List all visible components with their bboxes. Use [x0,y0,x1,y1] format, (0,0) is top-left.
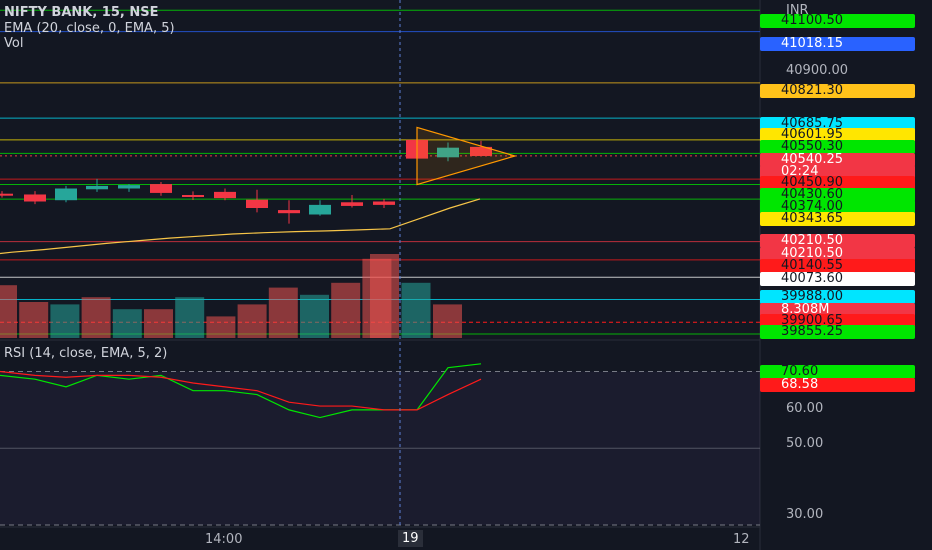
price-tag[interactable]: 40450.90 [760,176,915,190]
candle-body [182,195,204,197]
candle-body [86,185,108,190]
price-tag[interactable]: 40073.60 [760,272,915,286]
rsi-pane [0,363,760,526]
rsi-axis-label: 60.00 [786,401,824,416]
price-tag[interactable]: 40374.00 [760,200,915,214]
candle-body [0,193,13,196]
candle-body [341,202,363,206]
candle-body [309,204,331,215]
price-tag[interactable]: 40601.95 [760,128,915,142]
price-tag[interactable]: 02:24 [760,165,915,179]
volume-bar [19,302,49,338]
candle-body [24,194,46,202]
candle-body [118,185,140,189]
volume-bar [206,316,236,338]
price-axis-label: 40900.00 [786,63,849,78]
volume-bar [331,282,361,338]
rsi-axis-label: 30.00 [786,507,824,522]
price-tag[interactable]: 40210.50 [760,247,915,261]
price-tag[interactable]: 39855.25 [760,325,915,339]
price-tag[interactable]: 8.308M [760,303,915,317]
price-tag[interactable]: 39900.65 [760,314,915,328]
volume-bars [0,254,462,338]
volume-bar [112,309,142,338]
price-tag[interactable]: 39988.00 [760,290,915,304]
candle-body [214,191,236,199]
ema-line [0,198,481,255]
vol-legend[interactable]: Vol [4,36,24,51]
candle-body [278,210,300,214]
volume-bar [300,294,329,338]
triangle-drawing [416,126,518,186]
symbol-title: NIFTY BANK, 15, NSE [4,5,159,20]
rsi-legend[interactable]: RSI (14, close, EMA, 5, 2) [4,346,168,361]
symbol-legend[interactable]: NIFTY BANK, 15, NSE [4,5,158,20]
volume-bar [175,297,205,338]
volume-bar [237,304,267,338]
price-tag[interactable]: 40140.55 [760,259,915,273]
volume-bar [401,282,431,338]
price-tag[interactable]: 41018.15 [760,37,915,51]
time-axis-label: 12 [733,532,750,547]
candle-body [373,201,395,205]
ema-legend[interactable]: EMA (20, close, 0, EMA, 5) [4,21,175,36]
candle-body [150,184,172,193]
price-tag[interactable]: 40210.50 [760,234,915,248]
price-tag[interactable]: 40821.30 [760,84,915,98]
volume-bar [0,285,17,338]
price-tag[interactable]: 68.58 [760,378,915,392]
volume-bar [144,309,173,338]
candle-body [246,199,268,208]
volume-bar [50,304,80,338]
candle-body [470,146,492,156]
time-axis-label: 14:00 [205,532,243,547]
price-tag[interactable]: 40343.65 [760,212,915,226]
volume-bar [268,287,298,338]
rsi-axis-label: 50.00 [786,436,824,451]
volume-bar [370,254,399,338]
volume-bar [433,304,462,338]
volume-bar [81,297,111,338]
price-tag[interactable]: 40430.60 [760,188,915,202]
ema-series-line [0,198,481,255]
price-tag[interactable]: 70.60 [760,365,915,379]
price-tag[interactable]: 40550.30 [760,140,915,154]
time-axis-cursor-label: 19 [398,530,423,547]
candle-body [437,147,459,158]
price-tag[interactable]: 41100.50 [760,14,915,28]
triangle-pattern [416,126,518,186]
price-tag[interactable]: 40540.25 [760,153,915,167]
candle-body [55,188,77,201]
price-tag[interactable]: 40685.75 [760,117,915,131]
